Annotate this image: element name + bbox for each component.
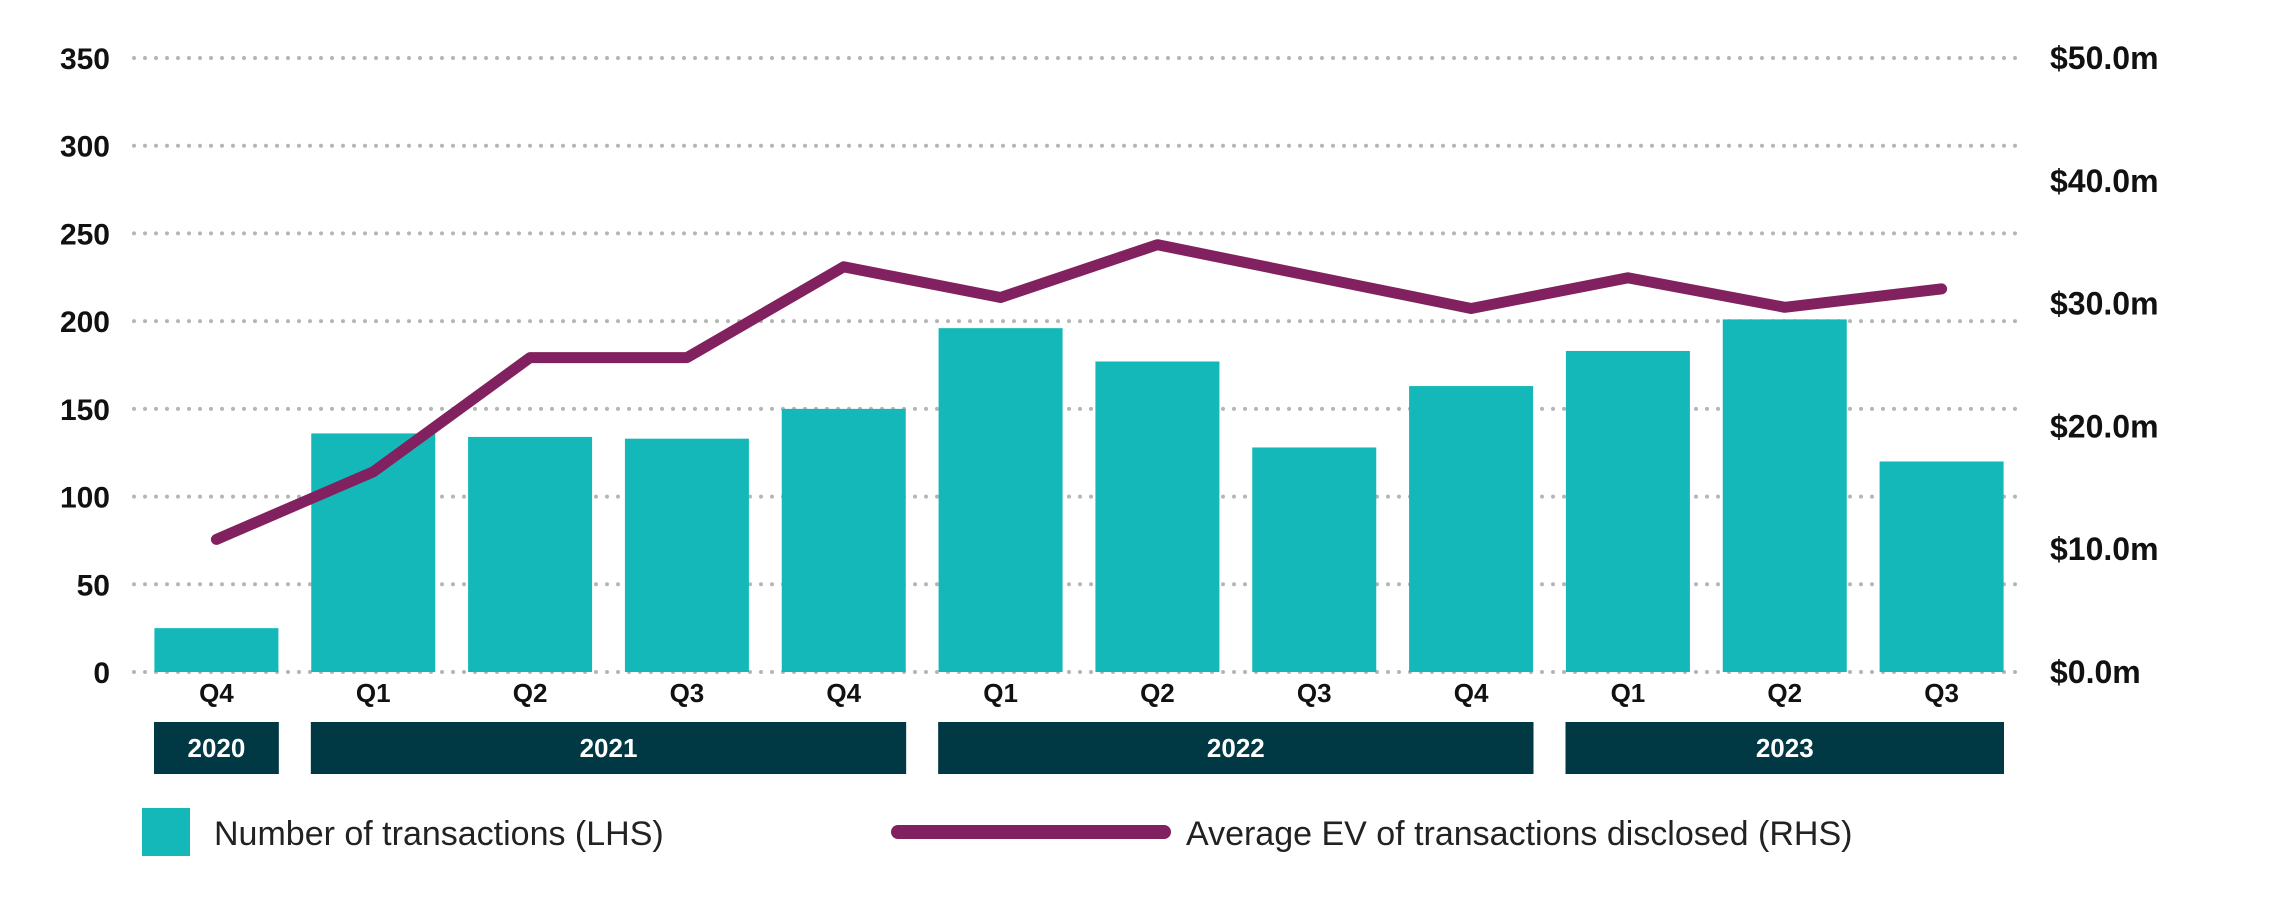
category-label: Q2 [1767, 678, 1802, 708]
right-tick-label: $0.0m [2050, 654, 2141, 690]
year-bands: 2020 2021 2022 2023 [154, 722, 2004, 774]
legend-bar-swatch [142, 808, 190, 856]
category-label: Q2 [1140, 678, 1175, 708]
bar [1409, 386, 1534, 672]
category-label: Q3 [1297, 678, 1332, 708]
year-band [1565, 722, 2004, 774]
left-tick-label: 250 [60, 218, 110, 251]
ev-line [210, 239, 1948, 545]
legend-bar-label: Number of transactions (LHS) [214, 815, 664, 853]
left-tick-label: 300 [60, 131, 110, 164]
category-label: Q4 [1454, 678, 1489, 708]
year-label: 2020 [187, 733, 245, 763]
bar [1722, 319, 1847, 672]
bar-series [154, 319, 2004, 672]
year-label: 2021 [580, 733, 638, 763]
bar [1879, 461, 2004, 672]
right-tick-label: $30.0m [2050, 286, 2159, 322]
bar [1565, 350, 1690, 672]
bar [1252, 447, 1377, 672]
line-series [210, 239, 1948, 545]
category-label: Q1 [1611, 678, 1646, 708]
legend: Number of transactions (LHS) Average EV … [142, 808, 1852, 856]
category-label: Q2 [513, 678, 548, 708]
right-tick-label: $10.0m [2050, 531, 2159, 567]
category-label: Q1 [983, 678, 1018, 708]
gridlines [132, 56, 2022, 674]
left-tick-label: 200 [60, 306, 110, 339]
year-label: 2023 [1756, 733, 1814, 763]
bar [468, 436, 593, 672]
category-label: Q1 [356, 678, 391, 708]
x-axis: Q4 Q1 Q2 Q3 Q4 Q1 Q2 Q3 Q4 Q1 Q2 Q3 [199, 678, 1959, 708]
left-tick-label: 100 [60, 482, 110, 515]
right-tick-label: $20.0m [2050, 408, 2159, 444]
right-axis: $0.0m $10.0m $20.0m $30.0m $40.0m $50.0m [2050, 40, 2159, 690]
right-tick-label: $50.0m [2050, 40, 2159, 76]
category-label: Q4 [199, 678, 234, 708]
category-label: Q3 [670, 678, 705, 708]
bar [1095, 361, 1220, 672]
left-tick-label: 50 [77, 569, 110, 602]
year-band [154, 722, 279, 774]
bar [781, 408, 906, 672]
left-tick-label: 0 [93, 657, 110, 690]
year-label: 2022 [1207, 733, 1265, 763]
category-label: Q3 [1924, 678, 1959, 708]
left-tick-label: 350 [60, 43, 110, 76]
year-band [310, 722, 907, 774]
right-tick-label: $40.0m [2050, 163, 2159, 199]
left-axis: 0 50 100 150 200 250 300 350 [60, 43, 110, 690]
bar [938, 328, 1063, 672]
category-label: Q4 [826, 678, 861, 708]
left-tick-label: 150 [60, 394, 110, 427]
bar [624, 438, 749, 672]
year-band [938, 722, 1534, 774]
legend-line-label: Average EV of transactions disclosed (RH… [1186, 815, 1852, 853]
bar [154, 628, 279, 672]
